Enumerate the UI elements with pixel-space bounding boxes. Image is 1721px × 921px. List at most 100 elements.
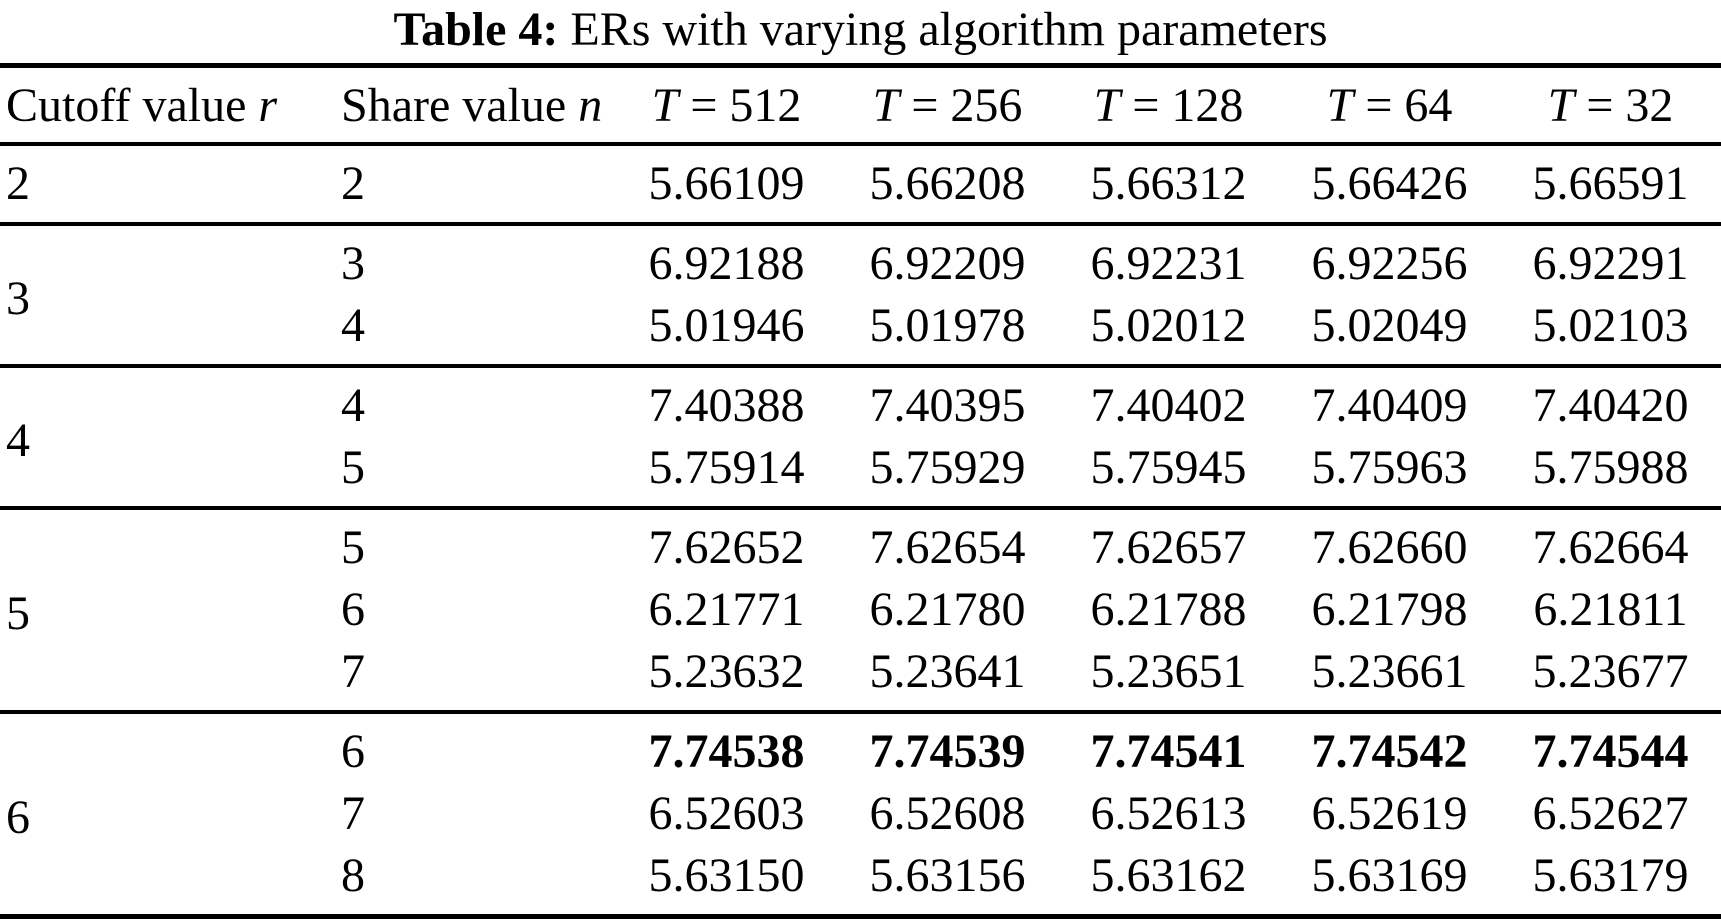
table-row: 4 4 7.40388 7.40395 7.40402 7.40409 7.40…: [0, 366, 1721, 467]
share-value-cell: 8: [341, 849, 365, 902]
table-row: 7 5.23632 5.23641 5.23651 5.23661 5.2367…: [0, 641, 1721, 712]
share-value-cell: 4: [341, 299, 365, 352]
t64-value: = 64: [1353, 78, 1453, 132]
er-value-cell: 6.21798: [1311, 583, 1468, 636]
er-value-cell: 6.21771: [648, 583, 805, 636]
table-row: 5 5 7.62652 7.62654 7.62657 7.62660 7.62…: [0, 508, 1721, 640]
er-value-cell: 6.92209: [869, 237, 1026, 290]
er-value-cell: 7.74542: [1311, 725, 1468, 778]
er-value-cell: 5.23632: [648, 645, 805, 698]
column-header-t128: T = 128: [1058, 66, 1279, 145]
header-row: Cutoff value r Share value n T = 512 T =…: [0, 66, 1721, 145]
share-value-cell: 5: [341, 441, 365, 494]
er-value-cell: 7.40420: [1532, 379, 1689, 432]
er-value-cell: 6.21811: [1533, 583, 1688, 636]
er-value-cell: 7.62657: [1090, 521, 1247, 574]
er-value-cell: 6.92256: [1311, 237, 1468, 290]
caption-label: Table 4:: [393, 3, 559, 56]
share-value-cell: 2: [341, 157, 365, 210]
er-value-cell: 7.62652: [648, 521, 805, 574]
share-header-var: n: [578, 78, 603, 132]
column-header-t32: T = 32: [1500, 66, 1721, 145]
er-value-cell: 5.63179: [1532, 849, 1689, 902]
share-value-cell: 6: [341, 725, 365, 778]
er-value-cell: 5.75988: [1532, 441, 1689, 494]
cutoff-value-cell: 3: [6, 271, 30, 325]
share-header-text: Share value: [341, 78, 579, 132]
er-value-cell: 7.40409: [1311, 379, 1468, 432]
table-row: 7 6.52603 6.52608 6.52613 6.52619 6.5262…: [0, 783, 1721, 845]
er-value-cell: 5.75929: [869, 441, 1026, 494]
er-value-cell: 5.01978: [869, 299, 1026, 352]
er-value-cell: 5.66312: [1090, 157, 1247, 210]
t64-var: T: [1326, 78, 1354, 132]
t256-var: T: [872, 78, 900, 132]
er-value-cell: 7.40395: [869, 379, 1026, 432]
t128-var: T: [1093, 78, 1121, 132]
er-value-cell: 5.63162: [1090, 849, 1247, 902]
table-row-best: 6 6 7.74538 7.74539 7.74541 7.74542 7.74…: [0, 712, 1721, 844]
er-value-cell: 5.01946: [648, 299, 805, 352]
cutoff-group-3: 3 3 6.92188 6.92209 6.92231 6.92256 6.92…: [0, 224, 1721, 366]
er-value-cell: 5.75914: [648, 441, 805, 494]
share-value-cell: 4: [341, 379, 365, 432]
er-value-cell: 6.52613: [1090, 787, 1247, 840]
er-value-cell: 5.66591: [1532, 157, 1689, 210]
column-header-t64: T = 64: [1279, 66, 1500, 145]
er-value-cell: 7.62654: [869, 521, 1026, 574]
cutoff-group-5: 5 5 7.62652 7.62654 7.62657 7.62660 7.62…: [0, 508, 1721, 712]
share-value-cell: 7: [341, 645, 365, 698]
t256-value: = 256: [899, 78, 1023, 132]
er-value-cell: 5.66208: [869, 157, 1026, 210]
caption-text: ERs with varying algorithm parameters: [558, 3, 1328, 56]
er-value-cell: 7.62660: [1311, 521, 1468, 574]
table-row: 6 6.21771 6.21780 6.21788 6.21798 6.2181…: [0, 579, 1721, 641]
er-value-cell: 6.52608: [869, 787, 1026, 840]
t512-var: T: [651, 78, 679, 132]
er-value-cell: 6.52619: [1311, 787, 1468, 840]
column-header-t256: T = 256: [837, 66, 1058, 145]
share-value-cell: 6: [341, 583, 365, 636]
er-value-cell: 6.21780: [869, 583, 1026, 636]
t32-value: = 32: [1574, 78, 1674, 132]
er-value-cell: 5.02049: [1311, 299, 1468, 352]
table-row: 4 5.01946 5.01978 5.02012 5.02049 5.0210…: [0, 295, 1721, 366]
cutoff-header-text: Cutoff value: [6, 78, 259, 132]
column-header-t512: T = 512: [616, 66, 837, 145]
ers-table: Cutoff value r Share value n T = 512 T =…: [0, 63, 1721, 919]
cutoff-header-var: r: [258, 78, 278, 132]
cutoff-value-cell: 6: [6, 790, 30, 844]
cutoff-group-4: 4 4 7.40388 7.40395 7.40402 7.40409 7.40…: [0, 366, 1721, 508]
er-value-cell: 6.92231: [1090, 237, 1247, 290]
er-value-cell: 7.74539: [869, 725, 1026, 778]
er-value-cell: 7.40402: [1090, 379, 1247, 432]
share-value-cell: 7: [341, 787, 365, 840]
column-header-share: Share value n: [335, 66, 616, 145]
cutoff-value-cell: 2: [6, 157, 30, 210]
table-row: 3 3 6.92188 6.92209 6.92231 6.92256 6.92…: [0, 224, 1721, 325]
er-value-cell: 6.92188: [648, 237, 805, 290]
er-value-cell: 6.52627: [1532, 787, 1689, 840]
er-value-cell: 5.63156: [869, 849, 1026, 902]
er-value-cell: 5.23651: [1090, 645, 1247, 698]
er-value-cell: 6.92291: [1532, 237, 1689, 290]
cutoff-value-cell: 4: [6, 413, 30, 467]
t128-value: = 128: [1120, 78, 1244, 132]
t512-value: = 512: [678, 78, 802, 132]
table-row: 2 2 5.66109 5.66208 5.66312 5.66426 5.66…: [0, 144, 1721, 224]
er-value-cell: 5.66109: [648, 157, 805, 210]
er-value-cell: 6.52603: [648, 787, 805, 840]
er-value-cell: 5.75945: [1090, 441, 1247, 494]
share-value-cell: 5: [341, 521, 365, 574]
column-header-cutoff: Cutoff value r: [0, 66, 335, 145]
er-value-cell: 5.75963: [1311, 441, 1468, 494]
er-value-cell: 7.62664: [1532, 521, 1689, 574]
er-value-cell: 7.74541: [1090, 725, 1247, 778]
er-value-cell: 5.63150: [648, 849, 805, 902]
share-value-cell: 3: [341, 237, 365, 290]
table-row: 5 5.75914 5.75929 5.75945 5.75963 5.7598…: [0, 437, 1721, 508]
cutoff-group-6: 6 6 7.74538 7.74539 7.74541 7.74542 7.74…: [0, 712, 1721, 917]
table-row: 8 5.63150 5.63156 5.63162 5.63169 5.6317…: [0, 845, 1721, 917]
table-header: Cutoff value r Share value n T = 512 T =…: [0, 66, 1721, 145]
er-value-cell: 7.74538: [648, 725, 805, 778]
